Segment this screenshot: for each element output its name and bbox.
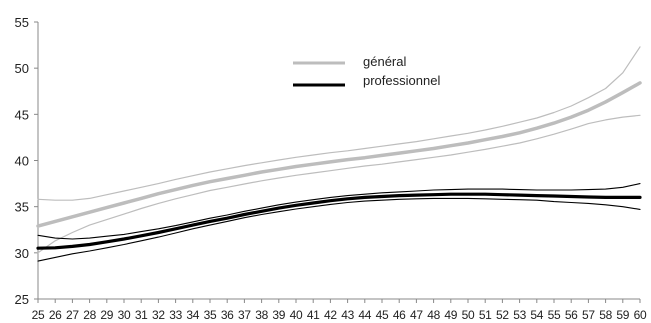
x-tick-label: 59	[616, 308, 629, 322]
professionnel-lower-bound-line	[37, 197, 641, 262]
x-tick-label: 51	[479, 308, 492, 322]
y-tick-label: 50	[15, 61, 29, 76]
x-tick-label: 35	[204, 308, 217, 322]
y-tick-label: 25	[15, 292, 29, 307]
x-tick-label: 55	[548, 308, 561, 322]
x-axis: 25 26 27 28 29 30 31 32 33 34 35 36 37 38 39 40 41 42 43 44…	[32, 298, 647, 322]
x-tick-label: 41	[307, 308, 320, 322]
x-tick-label: 27	[66, 308, 79, 322]
x-tick-label: 53	[513, 308, 526, 322]
professionnel-upper-bound-line	[37, 183, 641, 240]
x-tick-label: 46	[393, 308, 406, 322]
x-tick-label: 56	[565, 308, 578, 322]
general-upper-bound-line	[37, 46, 641, 201]
x-tick-label: 34	[186, 308, 199, 322]
y-tick-label: 55	[15, 15, 29, 30]
legend-label-general: général	[363, 54, 406, 69]
y-tick-label: 35	[15, 200, 29, 215]
x-tick-label: 47	[410, 308, 423, 322]
x-tick-label: 45	[376, 308, 389, 322]
x-tick-label: 26	[49, 308, 62, 322]
x-tick-label: 58	[599, 308, 612, 322]
x-tick-label: 60	[634, 308, 647, 322]
x-tick-label: 33	[169, 308, 182, 322]
x-tick-label: 32	[152, 308, 165, 322]
x-tick-label: 39	[272, 308, 285, 322]
x-tick-label: 36	[221, 308, 234, 322]
x-tick-label: 54	[530, 308, 543, 322]
x-tick-label: 57	[582, 308, 595, 322]
x-tick-label: 38	[255, 308, 268, 322]
x-tick-label: 30	[118, 308, 131, 322]
x-tick-label: 48	[427, 308, 440, 322]
y-tick-label: 40	[15, 154, 29, 169]
general-estimate-line	[36, 81, 642, 228]
x-tick-label: 37	[238, 308, 251, 322]
x-tick-label: 40	[290, 308, 303, 322]
y-axis: 25 30 35 40 45 50 55	[15, 15, 39, 307]
y-tick-label: 45	[15, 107, 29, 122]
x-tick-label: 25	[32, 308, 45, 322]
legend: général professionnel	[293, 54, 440, 88]
x-tick-label: 42	[324, 308, 337, 322]
general-lower-bound-line	[37, 114, 641, 254]
x-tick-label: 49	[444, 308, 457, 322]
x-tick-label: 29	[100, 308, 113, 322]
x-tick-label: 50	[462, 308, 475, 322]
legend-label-professionnel: professionnel	[363, 73, 440, 88]
x-tick-label: 31	[135, 308, 148, 322]
series-layer	[36, 46, 642, 262]
x-tick-label: 52	[496, 308, 509, 322]
y-tick-label: 30	[15, 246, 29, 261]
x-tick-label: 43	[341, 308, 354, 322]
professionnel-estimate-line	[36, 192, 642, 250]
x-tick-label: 44	[358, 308, 371, 322]
x-tick-label: 28	[83, 308, 96, 322]
